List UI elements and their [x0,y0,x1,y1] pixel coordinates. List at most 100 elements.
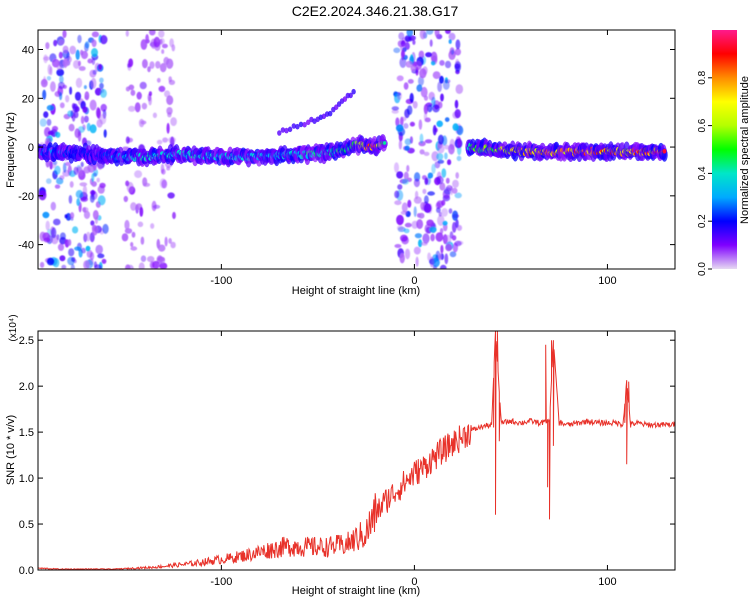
noise-blob [431,55,438,63]
noise-blob [424,195,429,205]
noise-blob [409,121,415,127]
noise-blob [156,77,161,83]
noise-blob [84,115,89,123]
noise-blob [100,88,107,98]
noise-blob [80,115,85,125]
noise-blob [59,102,65,109]
noise-blob [419,68,427,79]
noise-blob [168,238,172,244]
noise-blob [444,79,451,84]
noise-blob [46,76,52,81]
noise-blob [121,233,129,242]
noise-blob [70,212,75,219]
noise-blob [416,219,424,230]
ridge-point [662,148,667,154]
noise-blob [404,138,412,146]
noise-blob [61,264,67,269]
colorbar-tick-label: 0.4 [697,166,708,180]
noise-blob [68,195,73,204]
noise-blob [125,180,130,187]
noise-blob [142,177,148,187]
noise-blob [152,112,157,119]
noise-blob [142,59,148,69]
noise-blob [439,75,444,84]
noise-blob [51,227,57,239]
noise-blob [102,223,109,234]
noise-blob [436,207,441,213]
noise-blob [391,106,399,111]
noise-blob [161,179,168,189]
noise-blob [419,133,424,144]
noise-blob [94,87,102,96]
noise-blob [43,56,51,61]
x-tick-label: -100 [210,275,232,287]
noise-blob [439,182,446,191]
noise-blob [159,63,167,73]
noise-blob [428,91,435,101]
noise-blob [91,39,97,48]
noise-blob [454,48,461,56]
noise-blob [401,178,409,185]
noise-blob [159,257,166,264]
harmonic-point [277,130,282,136]
noise-blob [435,202,441,210]
noise-blob [395,117,400,127]
noise-blob [91,48,98,57]
noise-blob [437,134,444,145]
snr-axes: -100 0 100 0.0 0.5 1.0 1.5 2.0 2.5 [19,331,675,588]
y-tick-label: -40 [18,240,34,252]
noise-blob [421,241,428,246]
noise-blob [85,231,91,242]
noise-blob [99,77,104,83]
noise-blob [68,123,75,132]
noise-blob [83,166,91,174]
noise-blob [414,233,422,239]
noise-blob [400,44,407,52]
noise-blob [166,122,170,134]
noise-blob [69,45,76,55]
noise-blob [38,190,47,201]
noise-blob [432,71,441,79]
noise-blob [59,232,66,240]
noise-blob [430,233,435,242]
noise-blob [75,77,83,88]
noise-blob [404,35,411,42]
noise-blob [452,123,459,131]
noise-blob [163,56,170,65]
noise-blob [438,211,442,217]
snr-x-label: Height of straight line (km) [292,585,420,597]
noise-blob [432,124,437,136]
noise-blob [418,76,424,86]
noise-blob [440,244,444,254]
spectrogram-frame [37,29,676,270]
snr-y-label: SNR (10 * v/v) [5,415,17,485]
noise-blob [89,124,97,134]
noise-blob [446,185,453,192]
noise-blob [451,187,458,194]
noise-blob [404,145,410,151]
y-tick-label: 40 [22,45,34,57]
noise-blob [87,58,93,64]
noise-blob [83,85,87,90]
noise-blob [449,138,455,150]
noise-blob [62,162,67,173]
noise-blob [76,198,81,207]
noise-blob [455,172,460,179]
spectrogram-panel: -100 0 100 -40 -20 0 20 40 Height of straight l… [5,29,676,297]
noise-blob [448,39,452,44]
noise-blob [406,30,414,37]
noise-blob [161,168,166,175]
noise-blob [400,234,408,242]
noise-blob [128,58,134,67]
noise-blob [99,113,107,125]
noise-blob [96,108,101,119]
noise-blob [395,124,404,132]
harmonic-point [342,96,348,102]
noise-blob [444,234,452,245]
noise-blob [161,49,165,54]
snr-panel: -100 0 100 0.0 0.5 1.0 1.5 2.0 2.5 Height of str… [5,314,676,597]
noise-blob [130,89,136,96]
noise-blob [441,208,448,217]
ridge-point [383,141,387,145]
x-tick-label: 0 [411,275,417,287]
